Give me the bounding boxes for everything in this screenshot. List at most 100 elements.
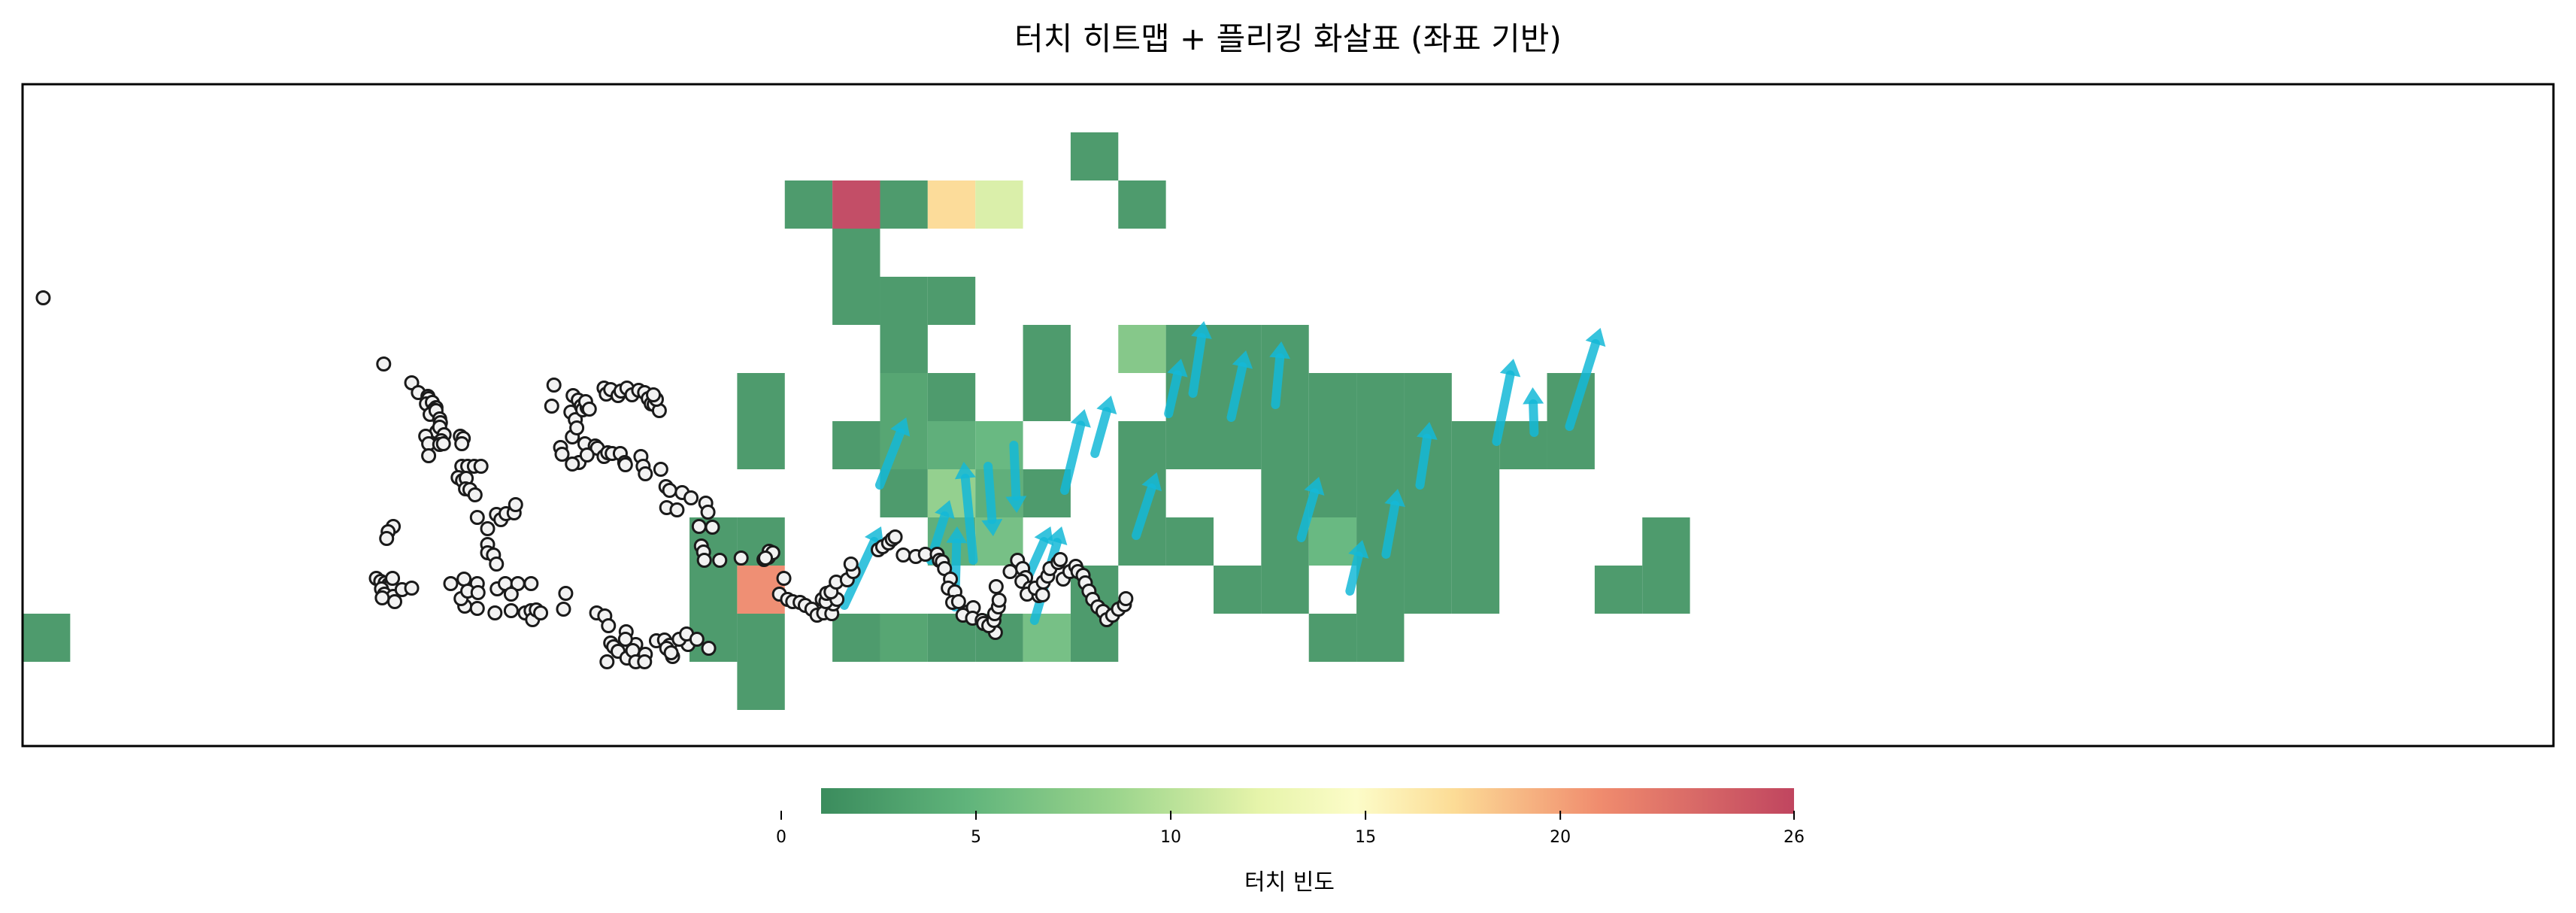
touch-point [887,529,903,544]
heatmap-cell [1642,517,1690,566]
plot-frame [21,83,2555,748]
touch-point [669,502,685,517]
touch-point [554,447,570,462]
heatmap-cell [1165,421,1214,469]
heatmap-cell [1214,325,1262,373]
heatmap-cell [737,614,785,662]
touch-point [991,593,1007,608]
heatmap-cell [1118,325,1166,373]
colorbar-label: 터치 빈도 [1244,869,1335,896]
touch-point [473,459,489,474]
heatmap-cell [1261,566,1309,614]
heatmap-cell [1404,566,1452,614]
touch-point [662,483,677,498]
colorbar-tick-label: 0 [776,828,786,847]
heatmap-cell [784,180,833,229]
heatmap-cell [1118,421,1166,469]
heatmap-cell [832,421,880,469]
heatmap-cell [927,180,976,229]
heatmap-cell [1356,614,1405,662]
touch-point [503,603,519,618]
touch-point [374,590,390,605]
touch-point [558,586,574,601]
heatmap-cell [1499,421,1547,469]
heatmap-cell [1308,614,1357,662]
heatmap-cell [1404,373,1452,421]
touch-point [489,557,505,572]
touch-point [533,605,549,620]
touch-point [689,632,705,647]
heatmap-cell [1214,566,1262,614]
touch-point [638,466,653,481]
heatmap-cell [927,277,976,325]
flick-arrow [1005,441,1027,513]
flick-arrow [874,417,911,490]
heatmap-cell [1308,517,1357,566]
touch-point [896,547,911,563]
touch-point [556,602,571,617]
touch-point [663,645,679,660]
heatmap-cell [737,662,785,710]
heatmap-cell [1451,517,1500,566]
heatmap-cell [927,373,976,421]
heatmap-cell [880,180,928,229]
heatmap-cell [1451,566,1500,614]
touch-point [601,618,617,633]
flick-arrow-layer [839,321,1606,625]
chart-title: 터치 히트맵 + 플리킹 화살표 (좌표 기반) [1014,20,1562,57]
flick-arrow [1296,477,1325,542]
touch-point [435,436,451,451]
touch-point [379,531,395,546]
heatmap-cell [1023,373,1071,421]
touch-point [696,553,712,568]
touch-point [637,654,653,669]
flick-arrow [1060,409,1091,495]
heatmap-cell [880,614,928,662]
heatmap-cell [832,277,880,325]
flick-arrow [1565,328,1606,431]
heatmap-cell [1261,469,1309,517]
touch-point [469,510,485,525]
colorbar [821,788,1794,814]
touch-point [758,551,774,566]
heatmap-cell-layer [23,132,1690,710]
heatmap-cell [1356,566,1405,614]
touch-point [691,519,707,534]
heatmap-cell [832,614,880,662]
touch-point [456,572,472,587]
heatmap-cell [1356,373,1405,421]
flick-arrow [1132,472,1162,540]
heatmap-cell [23,614,71,662]
heatmap-cell [1404,469,1452,517]
heatmap-cell [737,421,785,469]
flick-arrow [1523,387,1544,437]
touch-point [487,605,503,620]
touch-point [705,520,720,535]
heatmap-cell [1594,566,1643,614]
touch-point [443,576,459,591]
touch-point [712,553,728,568]
touch-point [700,505,716,520]
colorbar-tick-label: 10 [1160,828,1181,847]
heatmap-cell [1214,421,1262,469]
touch-point [503,587,519,602]
heatmap-cell [975,180,1023,229]
heatmap-cell [1404,517,1452,566]
heatmap-cell [927,421,976,469]
touch-point [470,585,486,600]
heatmap-cell [1642,566,1690,614]
touch-point [988,579,1004,594]
touch-point [950,594,966,609]
touch-point [581,402,597,417]
colorbar-tick-label: 26 [1784,828,1805,847]
heatmap-cell [832,229,880,277]
heatmap-cell [1070,132,1119,180]
flick-arrow [1381,489,1405,559]
touch-point [544,399,559,414]
heatmap-cell [1308,373,1357,421]
colorbar-tick-label: 20 [1550,828,1571,847]
colorbar-ticks: 0 5 10 15 20 26 [776,811,1805,847]
touch-point [733,551,749,566]
heatmap-cell [880,373,928,421]
